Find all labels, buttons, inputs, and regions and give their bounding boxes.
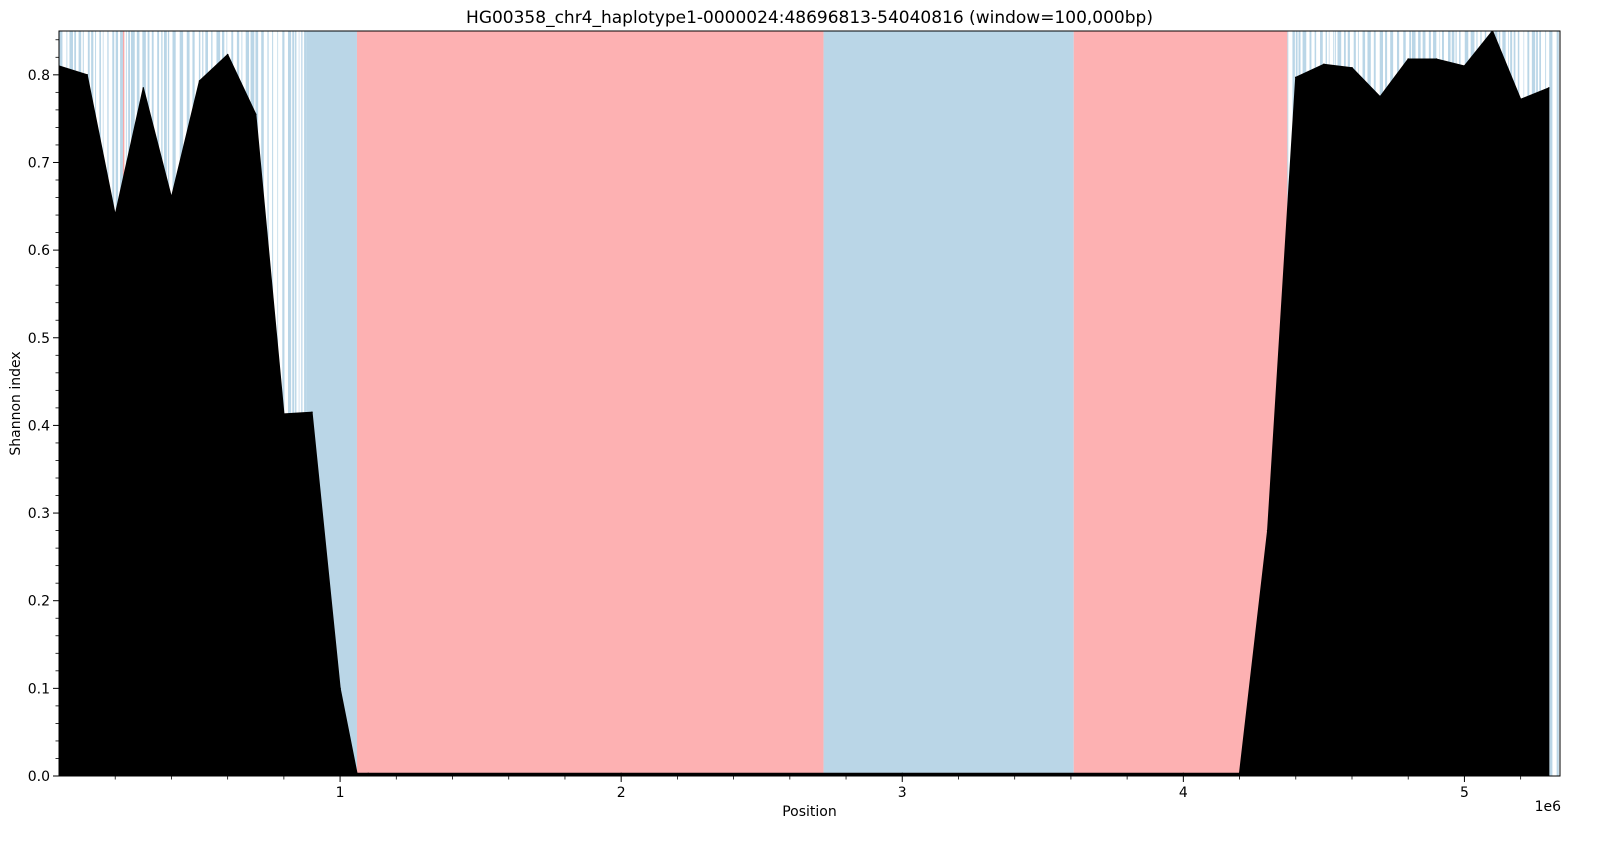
x-tick-label: 4 <box>1179 785 1188 801</box>
data-point <box>1547 87 1550 89</box>
chart-title: HG00358_chr4_haplotype1-0000024:48696813… <box>466 8 1153 28</box>
x-tick-label: 1 <box>336 785 345 801</box>
background-regions <box>306 31 1288 776</box>
data-point <box>367 772 369 775</box>
y-tick-label: 0.8 <box>28 68 50 84</box>
data-point <box>114 214 117 216</box>
data-point <box>254 113 257 116</box>
background-region-4 <box>1073 31 1288 776</box>
y-tick-label: 0.0 <box>28 769 50 785</box>
data-point <box>1519 98 1522 101</box>
y-tick-label: 0.4 <box>28 418 50 434</box>
data-point <box>170 196 173 199</box>
data-point <box>1323 63 1325 66</box>
data-point <box>1182 772 1185 775</box>
data-point <box>142 87 145 89</box>
data-point <box>311 411 313 414</box>
data-point <box>901 772 904 775</box>
data-point <box>226 53 229 56</box>
background-region-3 <box>823 31 1074 776</box>
data-point <box>1379 95 1381 98</box>
data-point <box>1407 58 1410 60</box>
x-tick-label: 5 <box>1460 785 1469 801</box>
y-axis-ticks: 0.0 0.1 0.2 0.3 0.4 0.5 0.6 0.7 0.8 <box>28 39 59 785</box>
y-tick-label: 0.5 <box>28 331 50 347</box>
plot-frame <box>58 30 1561 777</box>
data-point <box>86 74 88 76</box>
x-axis-ticks: 1 2 3 4 5 <box>114 776 1522 801</box>
y-tick-label: 0.6 <box>28 243 50 259</box>
series-points-1 <box>59 31 1550 775</box>
x-tick-label: 2 <box>617 785 626 801</box>
data-point <box>620 772 622 775</box>
stripe <box>1549 31 1553 776</box>
stripe <box>298 31 300 776</box>
y-tick-label: 0.3 <box>28 506 50 522</box>
data-point <box>1238 772 1241 775</box>
y-tick-label: 0.2 <box>28 594 50 610</box>
data-point <box>1266 529 1269 532</box>
stripe <box>295 31 297 776</box>
stripe <box>292 31 295 776</box>
y-tick-label: 0.1 <box>28 681 50 697</box>
y-axis-title: Shannon index <box>8 351 24 455</box>
data-point <box>1351 67 1353 69</box>
stripe <box>287 31 292 776</box>
data-area-layer <box>59 31 1550 776</box>
data-point <box>198 80 201 82</box>
stripe <box>301 31 303 776</box>
data-point <box>356 772 358 775</box>
x-axis-title: Position <box>782 804 837 820</box>
background-region-2 <box>356 31 824 776</box>
data-point <box>283 413 285 415</box>
x-axis-offset-label: 1e6 <box>1535 799 1562 815</box>
stripe <box>1556 31 1559 776</box>
y-tick-label: 0.7 <box>28 155 50 171</box>
axes <box>58 30 1561 777</box>
data-point <box>1463 65 1466 67</box>
data-point <box>339 687 341 690</box>
data-point <box>1435 58 1438 60</box>
x-tick-label: 3 <box>898 785 907 801</box>
stripe <box>304 31 307 776</box>
data-point <box>1294 76 1297 79</box>
